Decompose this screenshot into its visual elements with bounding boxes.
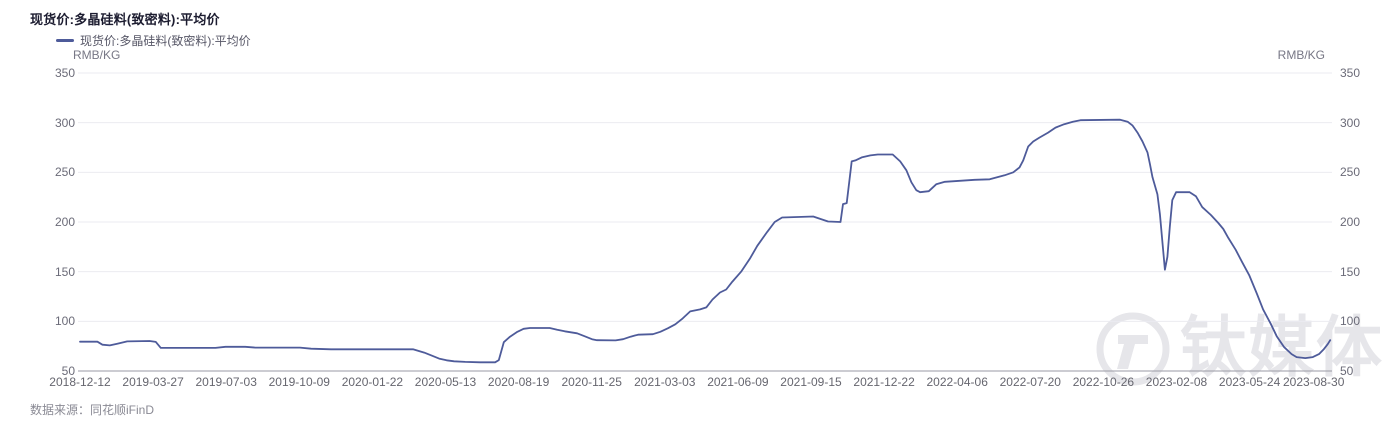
legend-line-swatch-icon xyxy=(56,39,74,42)
y-axis-unit-right: RMB/KG xyxy=(1277,48,1325,62)
legend-item[interactable]: 现货价:多晶硅料(致密料):平均价 xyxy=(56,32,251,49)
chart-title: 现货价:多晶硅料(致密料):平均价 xyxy=(30,12,220,27)
legend-label: 现货价:多晶硅料(致密料):平均价 xyxy=(80,34,251,48)
watermark-text: 钛媒体 xyxy=(1180,310,1384,384)
y-axis-unit-left: RMB/KG xyxy=(73,48,121,62)
tmtpost-logo-icon xyxy=(1096,312,1170,386)
price-line-series xyxy=(79,118,1332,364)
data-source-note: 数据来源：同花顺iFinD xyxy=(30,403,155,417)
watermark: 钛媒体 xyxy=(1094,305,1384,389)
